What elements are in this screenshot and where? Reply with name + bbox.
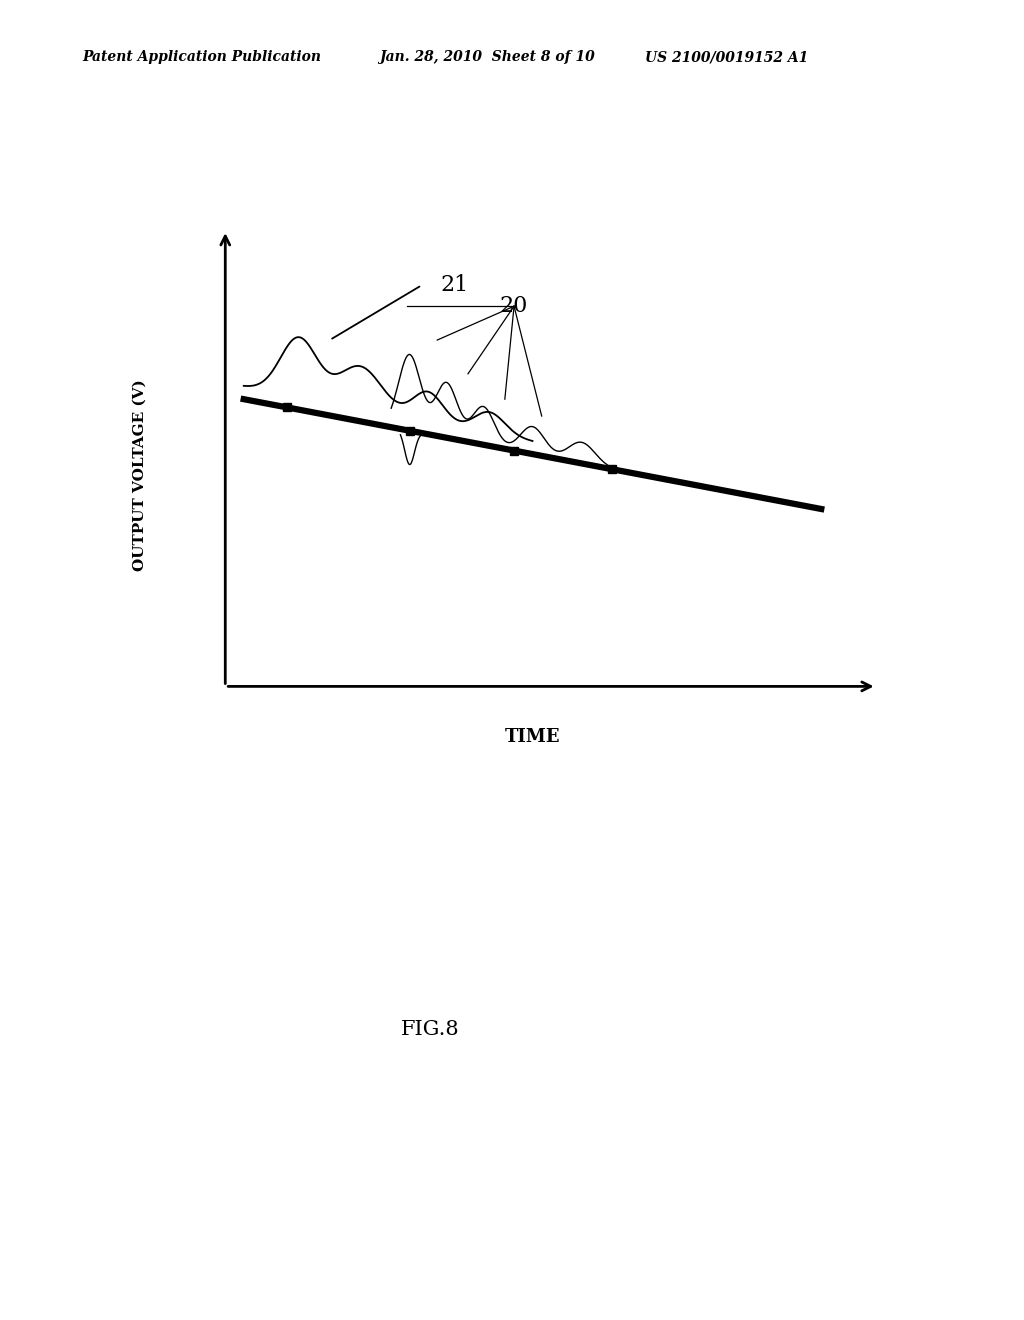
Text: TIME: TIME [505,729,560,746]
Text: OUTPUT VOLTAGE (V): OUTPUT VOLTAGE (V) [132,379,146,572]
Text: US 2100/0019152 A1: US 2100/0019152 A1 [645,50,808,65]
Text: FIG.8: FIG.8 [400,1020,460,1039]
Text: Patent Application Publication: Patent Application Publication [82,50,321,65]
Text: Jan. 28, 2010  Sheet 8 of 10: Jan. 28, 2010 Sheet 8 of 10 [379,50,595,65]
Text: 20: 20 [500,296,528,317]
Text: 21: 21 [440,275,469,296]
